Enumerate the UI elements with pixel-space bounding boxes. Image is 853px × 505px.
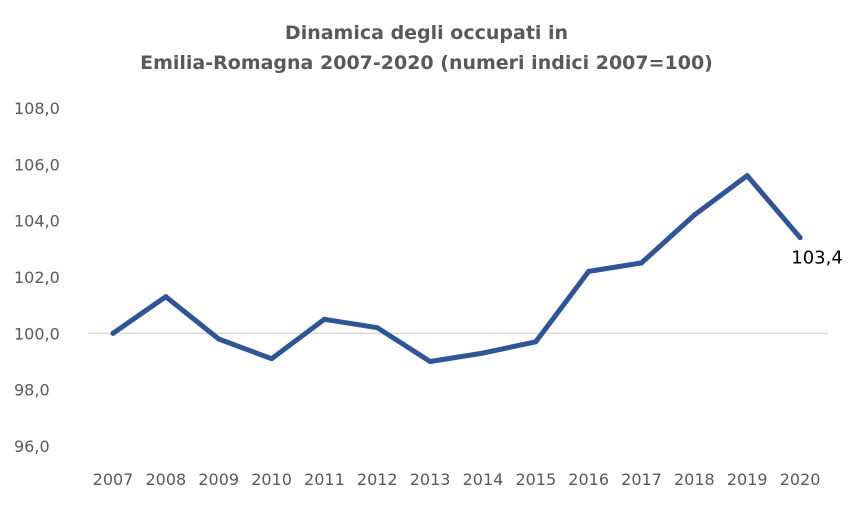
data-point <box>691 212 697 218</box>
x-tick-label: 2011 <box>304 470 345 489</box>
data-point <box>533 339 539 345</box>
x-tick-label: 2015 <box>515 470 556 489</box>
x-tick-label: 2014 <box>463 470 504 489</box>
y-tick-label: 106,0 <box>14 155 60 174</box>
x-tick-label: 2009 <box>198 470 239 489</box>
data-point <box>586 268 592 274</box>
y-tick-label: 108,0 <box>14 99 60 118</box>
data-point <box>480 350 486 356</box>
x-tick-label: 2012 <box>357 470 398 489</box>
y-tick-label: 102,0 <box>14 268 60 287</box>
x-tick-label: 2018 <box>674 470 715 489</box>
data-labels: 103,4 <box>791 248 843 269</box>
chart-title-line1: Dinamica degli occupati in <box>284 22 569 44</box>
data-label-last-point: 103,4 <box>791 248 843 269</box>
data-point <box>427 359 433 364</box>
series-line <box>110 173 803 364</box>
y-tick-label: 96,0 <box>14 437 50 456</box>
data-point <box>639 260 644 266</box>
y-tick-label: 98,0 <box>14 381 50 400</box>
x-tick-label: 2019 <box>727 470 768 489</box>
x-tick-label: 2007 <box>93 470 134 489</box>
data-point <box>744 173 750 179</box>
x-tick-label: 2020 <box>780 470 821 489</box>
data-point <box>163 294 169 300</box>
x-tick-label: 2008 <box>145 470 186 489</box>
x-tick-label: 2013 <box>410 470 451 489</box>
x-tick-label: 2010 <box>251 470 292 489</box>
y-axis-tick-labels: 96,0 98,0 100,0 102,0 104,0 106,0 108,0 <box>14 99 60 456</box>
y-tick-label: 104,0 <box>14 212 60 231</box>
x-axis-tick-labels: 2007 2008 2009 2010 2011 2012 2013 2014 2015 2016… <box>93 470 821 489</box>
data-point <box>374 325 380 331</box>
data-point <box>110 330 116 336</box>
x-tick-label: 2017 <box>621 470 662 489</box>
chart-title-line2: Emilia-Romagna 2007-2020 (numeri indici … <box>140 52 713 74</box>
data-point <box>321 316 327 322</box>
x-tick-label: 2016 <box>568 470 609 489</box>
data-point <box>216 336 222 342</box>
chart-title: Dinamica degli occupati in Emilia-Romagn… <box>0 18 853 78</box>
y-tick-label: 100,0 <box>14 324 60 343</box>
series-group <box>110 173 803 364</box>
data-point <box>797 235 803 241</box>
data-point <box>269 356 275 362</box>
